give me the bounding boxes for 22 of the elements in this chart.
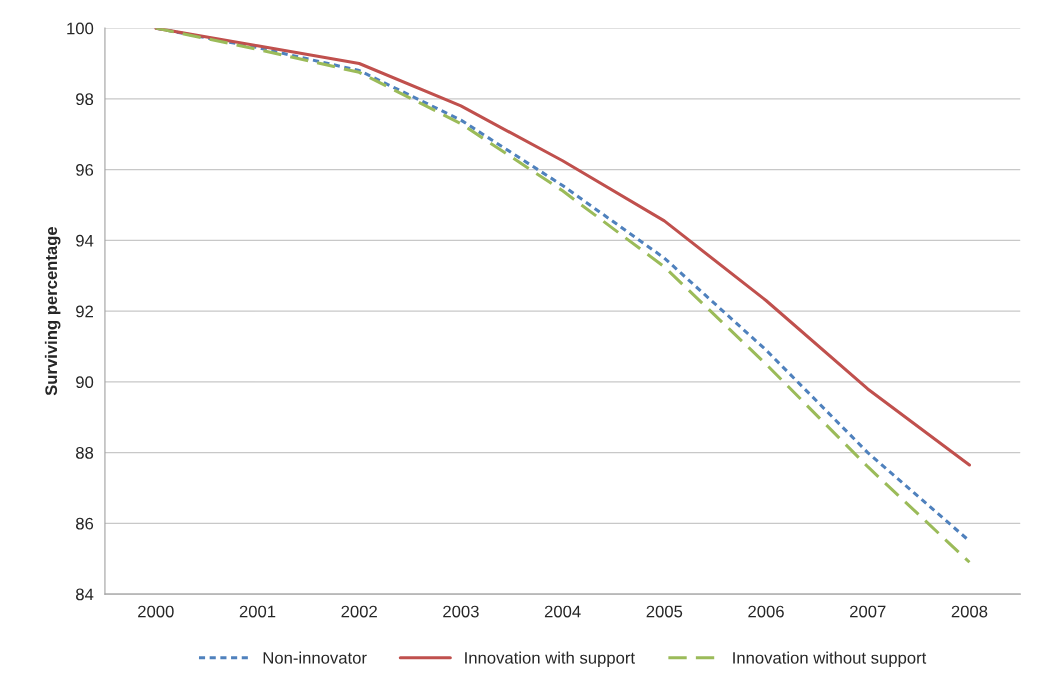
y-tick-label: 98	[76, 93, 94, 106]
legend-label: Non-innovator	[263, 651, 367, 664]
y-tick-label: 96	[76, 164, 94, 176]
x-tick-label: 2000	[138, 605, 174, 618]
y-tick-label: 100	[67, 22, 94, 35]
x-tick-label: 2005	[646, 605, 683, 618]
y-axis-title: Surviving percentage	[44, 226, 61, 396]
legend-label: Innovation without support	[733, 651, 927, 668]
x-tick-label: 2008	[951, 605, 988, 618]
y-tick-label: 84	[76, 588, 94, 601]
y-tick-label: 86	[76, 517, 94, 530]
x-tick-label: 2002	[341, 605, 377, 618]
y-tick-label: 88	[76, 446, 94, 459]
x-tick-label: 2006	[748, 605, 784, 618]
x-tick-label: 2007	[850, 605, 886, 618]
y-tick-label: 90	[76, 376, 94, 389]
x-tick-label: 2001	[239, 605, 276, 618]
x-tick-label: 2003	[443, 605, 479, 618]
x-tick-label: 2004	[544, 605, 581, 618]
legend-label: Innovation with support	[465, 651, 635, 668]
y-tick-label: 94	[76, 234, 94, 247]
y-tick-label: 92	[76, 305, 93, 318]
